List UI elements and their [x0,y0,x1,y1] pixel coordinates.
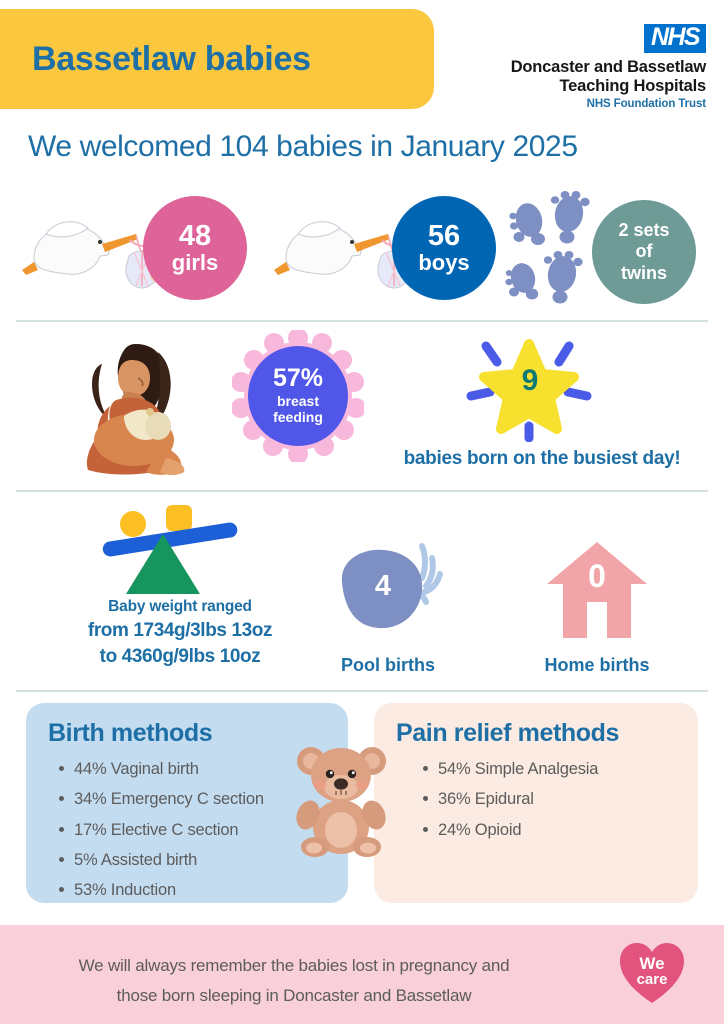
header: Bassetlaw babies NHS Doncaster and Basse… [0,0,724,140]
title-banner: Bassetlaw babies [0,9,434,109]
nhs-logo-mark: NHS [644,24,706,53]
busiest-day-count: 9 [521,364,539,397]
trust-name-line1: Doncaster and Bassetlaw [510,58,707,76]
trust-subtitle: NHS Foundation Trust [586,98,706,111]
girls-count: 48 [178,219,212,252]
boys-badge: 56 boys [392,196,496,300]
list-item: 5% Assisted birth [59,845,330,875]
pool-births-icon: 4 [330,540,450,640]
breastfeeding-badge: 57% breast feeding [231,328,366,464]
we-care-badge-text: We care [618,955,686,988]
weighing-scale-icon [102,505,238,594]
star-icon [466,339,592,443]
house-icon [547,542,647,638]
list-item: 34% Emergency C section [59,784,330,814]
footer-message-line2: those born sleeping in Doncaster and Bas… [116,985,472,1005]
list-item: 24% Opioid [423,815,680,845]
birth-methods-panel: Birth methods 44% Vaginal birth 34% Emer… [26,703,348,903]
nhs-logo: NHS Doncaster and Bassetlaw Teaching Hos… [511,24,706,110]
pain-relief-title: Pain relief methods [396,719,620,747]
list-item: 54% Simple Analgesia [423,754,680,784]
footer-message-line1: We will always remember the babies lost … [78,956,510,975]
weight-caption: Baby weight ranged [108,598,252,615]
teddy-bear-icon [296,747,386,857]
boys-count: 56 [427,219,461,252]
we-care-word2: care [636,971,668,989]
methods-panels: Birth methods 44% Vaginal birth 34% Emer… [0,703,724,915]
divider [16,490,708,492]
breastfeeding-label-line1: breast [276,393,320,410]
twins-line3: twins [620,262,667,283]
girls-badge: 48 girls [143,196,247,300]
heart-icon [620,943,684,1003]
twins-badge: 2 sets of twins [592,200,696,304]
pool-births-count: 4 [374,570,392,602]
breastfeeding-mother-icon [86,344,185,475]
list-item: 53% Induction [59,875,330,905]
list-item: 36% Epidural [423,784,680,814]
baby-footprints-icon [505,191,590,304]
subheadline: We welcomed 104 babies in January 2025 [28,130,578,163]
trust-name: Doncaster and Bassetlaw Teaching Hospita… [510,58,707,95]
trust-name-line2: Teaching Hospitals [559,76,707,95]
birth-methods-list: 44% Vaginal birth 34% Emergency C sectio… [48,754,330,906]
busiest-day-caption: babies born on the busiest day! [403,448,681,469]
footer: We will always remember the babies lost … [0,925,724,1024]
breastfeeding-value: 57% breast feeding [248,346,348,446]
birth-methods-title: Birth methods [48,719,213,747]
births-row: 48 girls 56 boys [0,190,724,320]
footer-message: We will always remember the babies lost … [24,951,564,1011]
list-item: 44% Vaginal birth [59,754,330,784]
boys-label: boys [418,249,470,275]
busiest-day-star: 9 [455,330,605,443]
pain-relief-panel: Pain relief methods 54% Simple Analgesia… [374,703,698,903]
home-births-label: Home births [544,655,650,675]
stats-row [0,498,724,688]
home-births-count: 0 [588,558,606,594]
pool-births-label: Pool births [341,655,435,675]
pain-relief-list: 54% Simple Analgesia 36% Epidural 24% Op… [396,754,680,845]
page-title: Bassetlaw babies [32,39,311,78]
feeding-row: 57% breast feeding 9 babies [0,328,724,488]
weight-range-line1: from 1734g/3lbs 13oz [87,620,273,641]
we-care-word1: We [639,954,665,973]
list-item: 17% Elective C section [59,815,330,845]
weight-range: from 1734g/3lbs 13oz to 4360g/9lbs 10oz [20,618,340,669]
twins-line1: 2 sets [618,220,670,241]
divider [16,690,708,692]
twins-line2: of [635,241,653,262]
divider [16,320,708,322]
breastfeeding-percent: 57% [272,364,324,393]
weight-range-line2: to 4360g/9lbs 10oz [99,645,261,667]
breastfeeding-label-line2: feeding [273,409,323,425]
girls-label: girls [171,249,219,275]
